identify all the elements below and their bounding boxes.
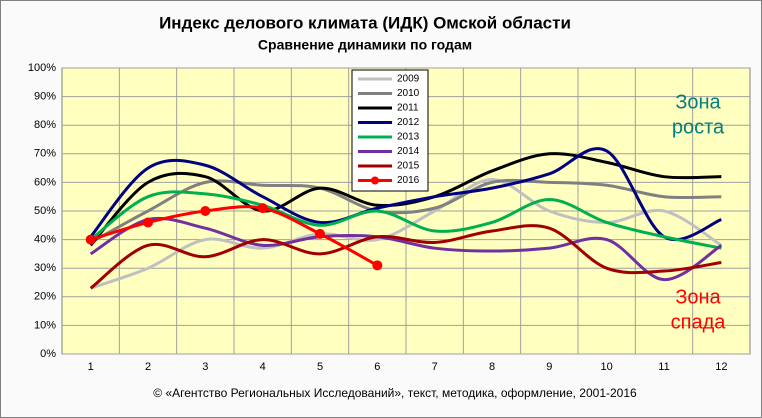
legend-box [351,69,429,192]
chart-title: Индекс делового климата (ИДК) Омской обл… [159,13,571,32]
x-tick-label: 6 [374,361,380,373]
point [372,260,383,271]
annotation: Зона [675,286,721,308]
point [85,234,96,245]
x-tick-label: 8 [489,361,495,373]
point [200,206,211,216]
x-tick-label: 10 [601,361,613,373]
series-line [89,147,722,242]
series-line [89,178,722,244]
x-tick-label: 3 [202,361,208,373]
x-tick-label: 9 [546,361,552,373]
x-tick-label: 1 [88,361,94,373]
point [257,203,268,214]
legend-label: 2012 [397,117,420,128]
series-line [89,190,722,250]
y-tick-label: 20% [34,291,56,303]
series-line [89,217,723,282]
y-tick-label: 30% [34,262,56,274]
x-tick-label: 7 [432,361,438,373]
y-tick-label: 60% [34,176,56,188]
annotation: Зона [675,91,721,113]
y-tick-label: 80% [34,119,56,131]
annotation: роста [672,116,725,138]
legend-label: 2016 [397,175,420,186]
y-tick-label: 40% [34,234,56,246]
legend-label: 2009 [397,74,420,85]
y-tick-label: 50% [34,205,56,217]
footer: © «Агентство Региональных Исследований»,… [153,386,637,400]
y-tick-label: 10% [34,319,56,331]
y-tick-label: 90% [34,91,56,103]
legend-marker [371,176,379,185]
y-tick-label: 0% [40,348,56,360]
series-line [89,224,722,290]
y-tick-label: 100% [28,62,56,74]
annotation: спада [671,311,727,333]
legend-label: 2010 [397,88,420,99]
legend-label: 2015 [397,161,420,172]
x-tick-label: 5 [317,361,323,373]
legend-label: 2011 [397,103,419,114]
legend-label: 2014 [397,146,420,157]
legend-label: 2013 [397,132,420,143]
y-tick-label: 70% [34,148,56,160]
x-tick-label: 11 [658,361,669,373]
chart-subtitle: Сравнение динамики по годам [258,37,472,53]
point [315,228,325,239]
x-tick-label: 12 [715,361,727,373]
x-tick-label: 2 [145,361,151,373]
point [143,217,153,228]
x-tick-label: 4 [260,361,266,373]
